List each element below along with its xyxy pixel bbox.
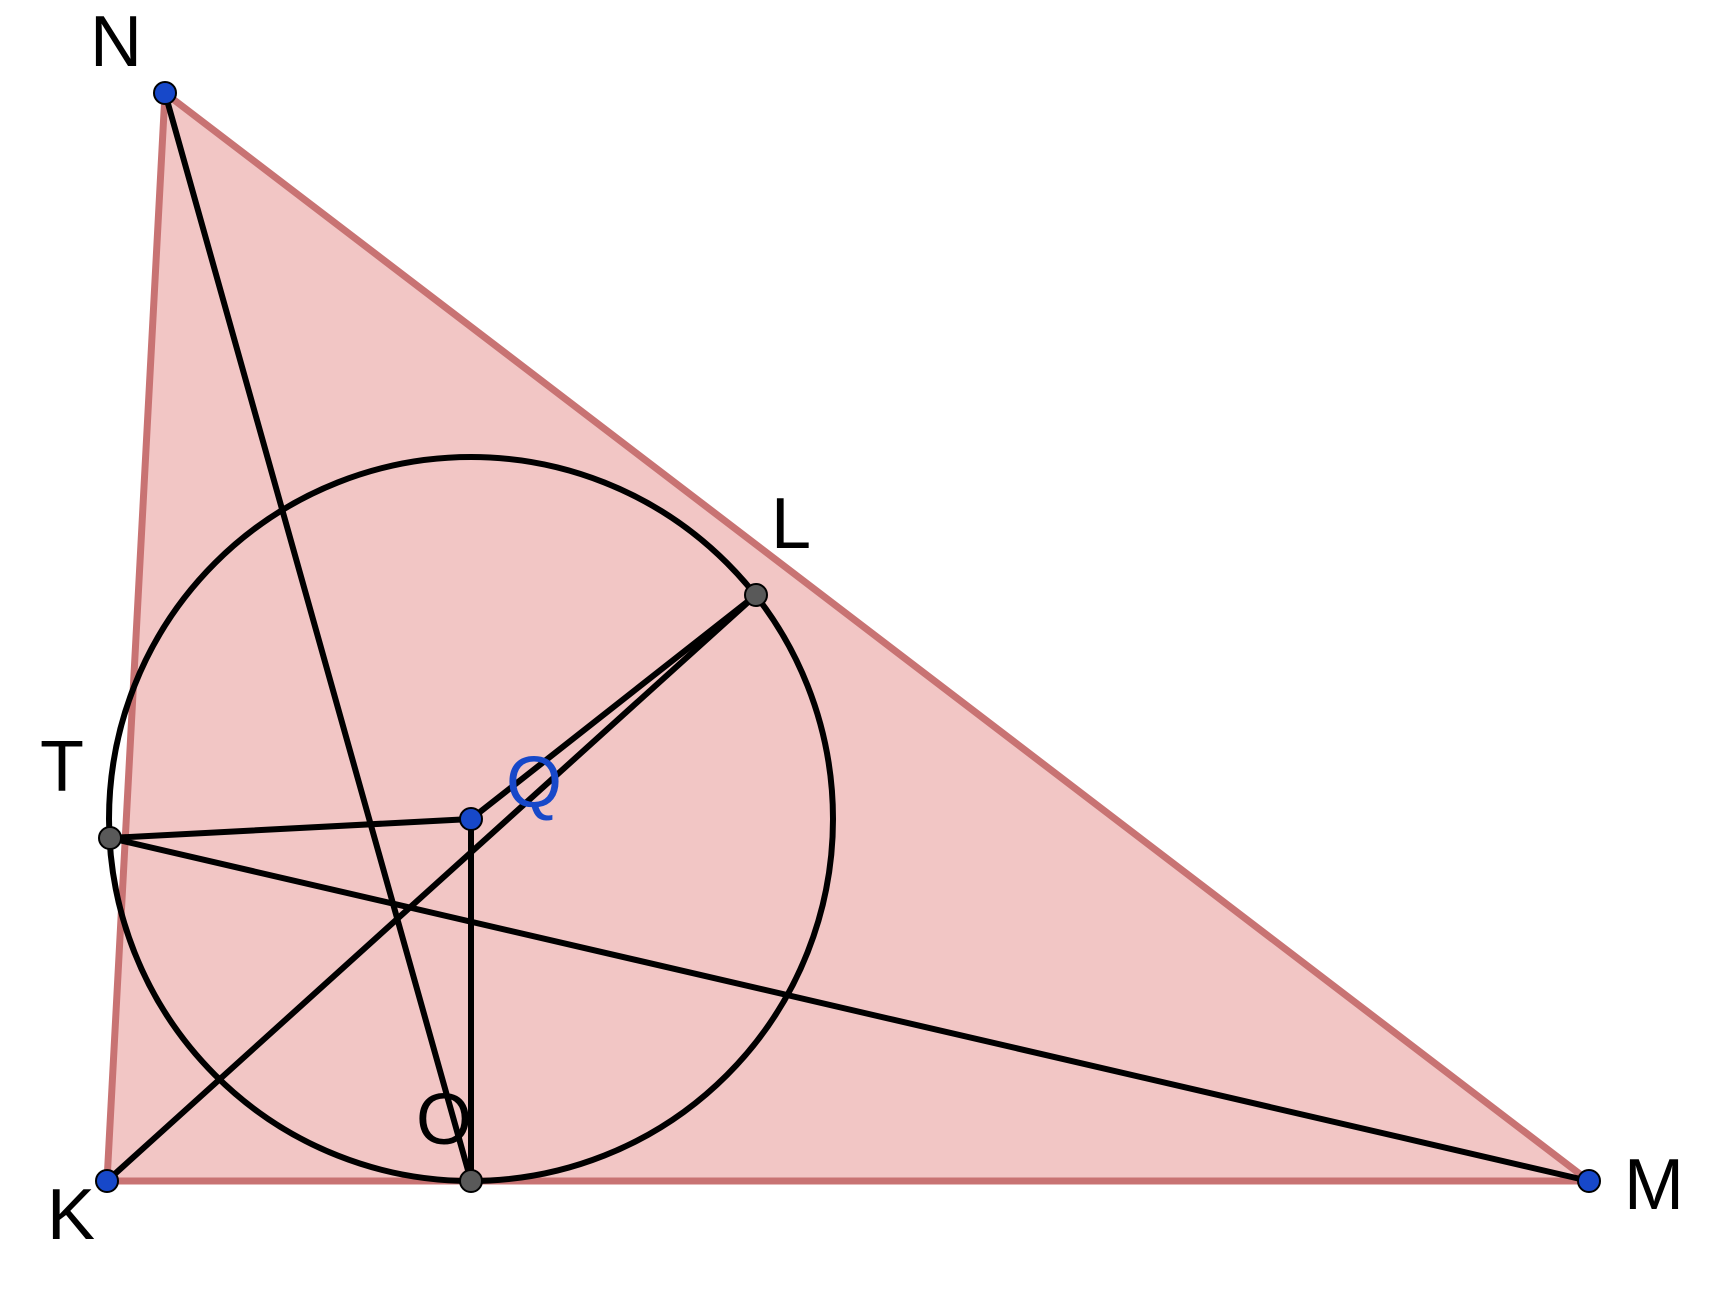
label-O: O [416, 1079, 472, 1161]
point-M [1578, 1170, 1600, 1192]
diagram-stage: K M N Q O T L [0, 0, 1728, 1297]
point-K [96, 1170, 118, 1192]
diagram-svg [0, 0, 1728, 1297]
label-Q: Q [506, 742, 562, 824]
point-L [745, 584, 767, 606]
point-O [460, 1170, 482, 1192]
label-N: N [90, 1, 142, 83]
label-T: T [40, 726, 84, 808]
label-K: K [47, 1174, 95, 1256]
point-Q [460, 808, 482, 830]
label-L: L [771, 483, 811, 565]
label-M: M [1624, 1144, 1684, 1226]
point-N [154, 82, 176, 104]
point-T [99, 827, 121, 849]
triangle [107, 93, 1589, 1181]
